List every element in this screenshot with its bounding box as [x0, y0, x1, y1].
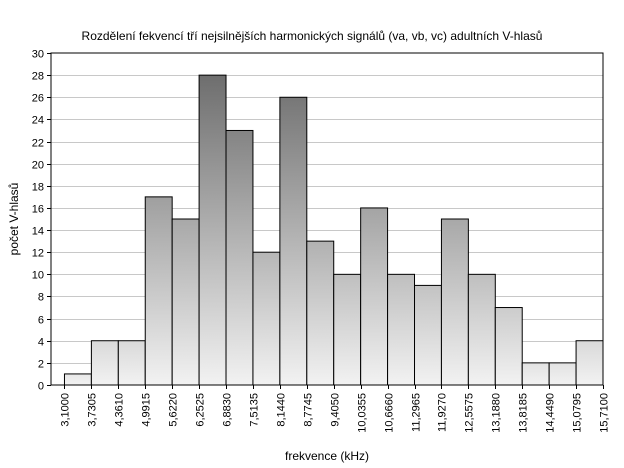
y-tick-label: 28 [32, 71, 44, 83]
histogram-bar [90, 340, 119, 386]
histogram-bar [548, 362, 577, 386]
histogram-bar [333, 273, 362, 386]
y-axis-title: počet V-hlasů [7, 183, 21, 256]
histogram-bar [252, 251, 281, 386]
histogram-bar [225, 129, 254, 386]
histogram-bar [575, 340, 604, 386]
x-tick-label: 13,8185 [518, 393, 530, 433]
histogram-bar [279, 96, 308, 386]
y-tick-label: 8 [38, 292, 44, 304]
histogram-bar [360, 207, 389, 386]
x-tick-label: 8,7745 [303, 393, 315, 427]
chart-title: Rozdělení fekvencí tří nejsilnějších har… [81, 29, 543, 43]
histogram-bar [144, 196, 173, 386]
y-tick-label: 26 [32, 93, 44, 105]
x-tick-label: 3,1000 [60, 393, 72, 427]
x-tick-label: 10,6660 [384, 393, 396, 433]
x-tick-label: 14,4490 [545, 393, 557, 433]
y-tick-label: 2 [38, 359, 44, 371]
y-tick-label: 24 [32, 115, 44, 127]
x-tick-label: 6,2525 [195, 393, 207, 427]
histogram-bar [198, 74, 227, 386]
x-tick-label: 7,5135 [249, 393, 261, 427]
y-tick-label: 4 [38, 337, 44, 349]
histogram-bar [440, 218, 469, 386]
histogram-bar [494, 307, 523, 386]
y-tick-label: 6 [38, 315, 44, 327]
x-tick-label: 11,9270 [437, 393, 449, 432]
x-tick-label: 13,1880 [491, 393, 503, 433]
histogram-bar [467, 273, 496, 386]
x-tick-label: 4,9915 [141, 393, 153, 427]
x-tick-label: 12,5575 [464, 393, 476, 433]
x-tick-label: 15,7100 [599, 393, 611, 433]
histogram-bar [306, 240, 335, 386]
x-axis-title: frekvence (kHz) [285, 449, 369, 463]
x-tick-label: 10,0355 [357, 393, 369, 433]
y-tick-label: 0 [38, 381, 44, 393]
x-tick-label: 6,8830 [222, 393, 234, 427]
y-tick-label: 22 [32, 138, 44, 150]
plot-frame [50, 52, 604, 386]
y-tick-label: 10 [32, 270, 44, 282]
y-tick-label: 30 [32, 49, 44, 61]
x-tick-label: 9,4050 [330, 393, 342, 427]
histogram-bar [63, 373, 92, 386]
histogram-bar [171, 218, 200, 386]
x-tick-label: 11,2965 [411, 393, 423, 432]
y-tick-label: 20 [32, 160, 44, 172]
y-tick-label: 12 [32, 248, 44, 260]
histogram-bar [414, 284, 442, 386]
x-tick-label: 5,6220 [168, 393, 180, 427]
y-tick-label: 18 [32, 182, 44, 194]
x-tick-label: 8,1440 [276, 393, 288, 427]
y-tick-label: 16 [32, 204, 44, 216]
histogram-bar [117, 340, 146, 386]
y-tick-label: 14 [32, 226, 44, 238]
x-tick-label: 4,3610 [114, 393, 126, 427]
histogram-bar [387, 273, 416, 386]
x-tick-label: 3,7305 [87, 393, 99, 427]
histogram-bar [521, 362, 550, 386]
x-tick-label: 15,0795 [572, 393, 584, 433]
